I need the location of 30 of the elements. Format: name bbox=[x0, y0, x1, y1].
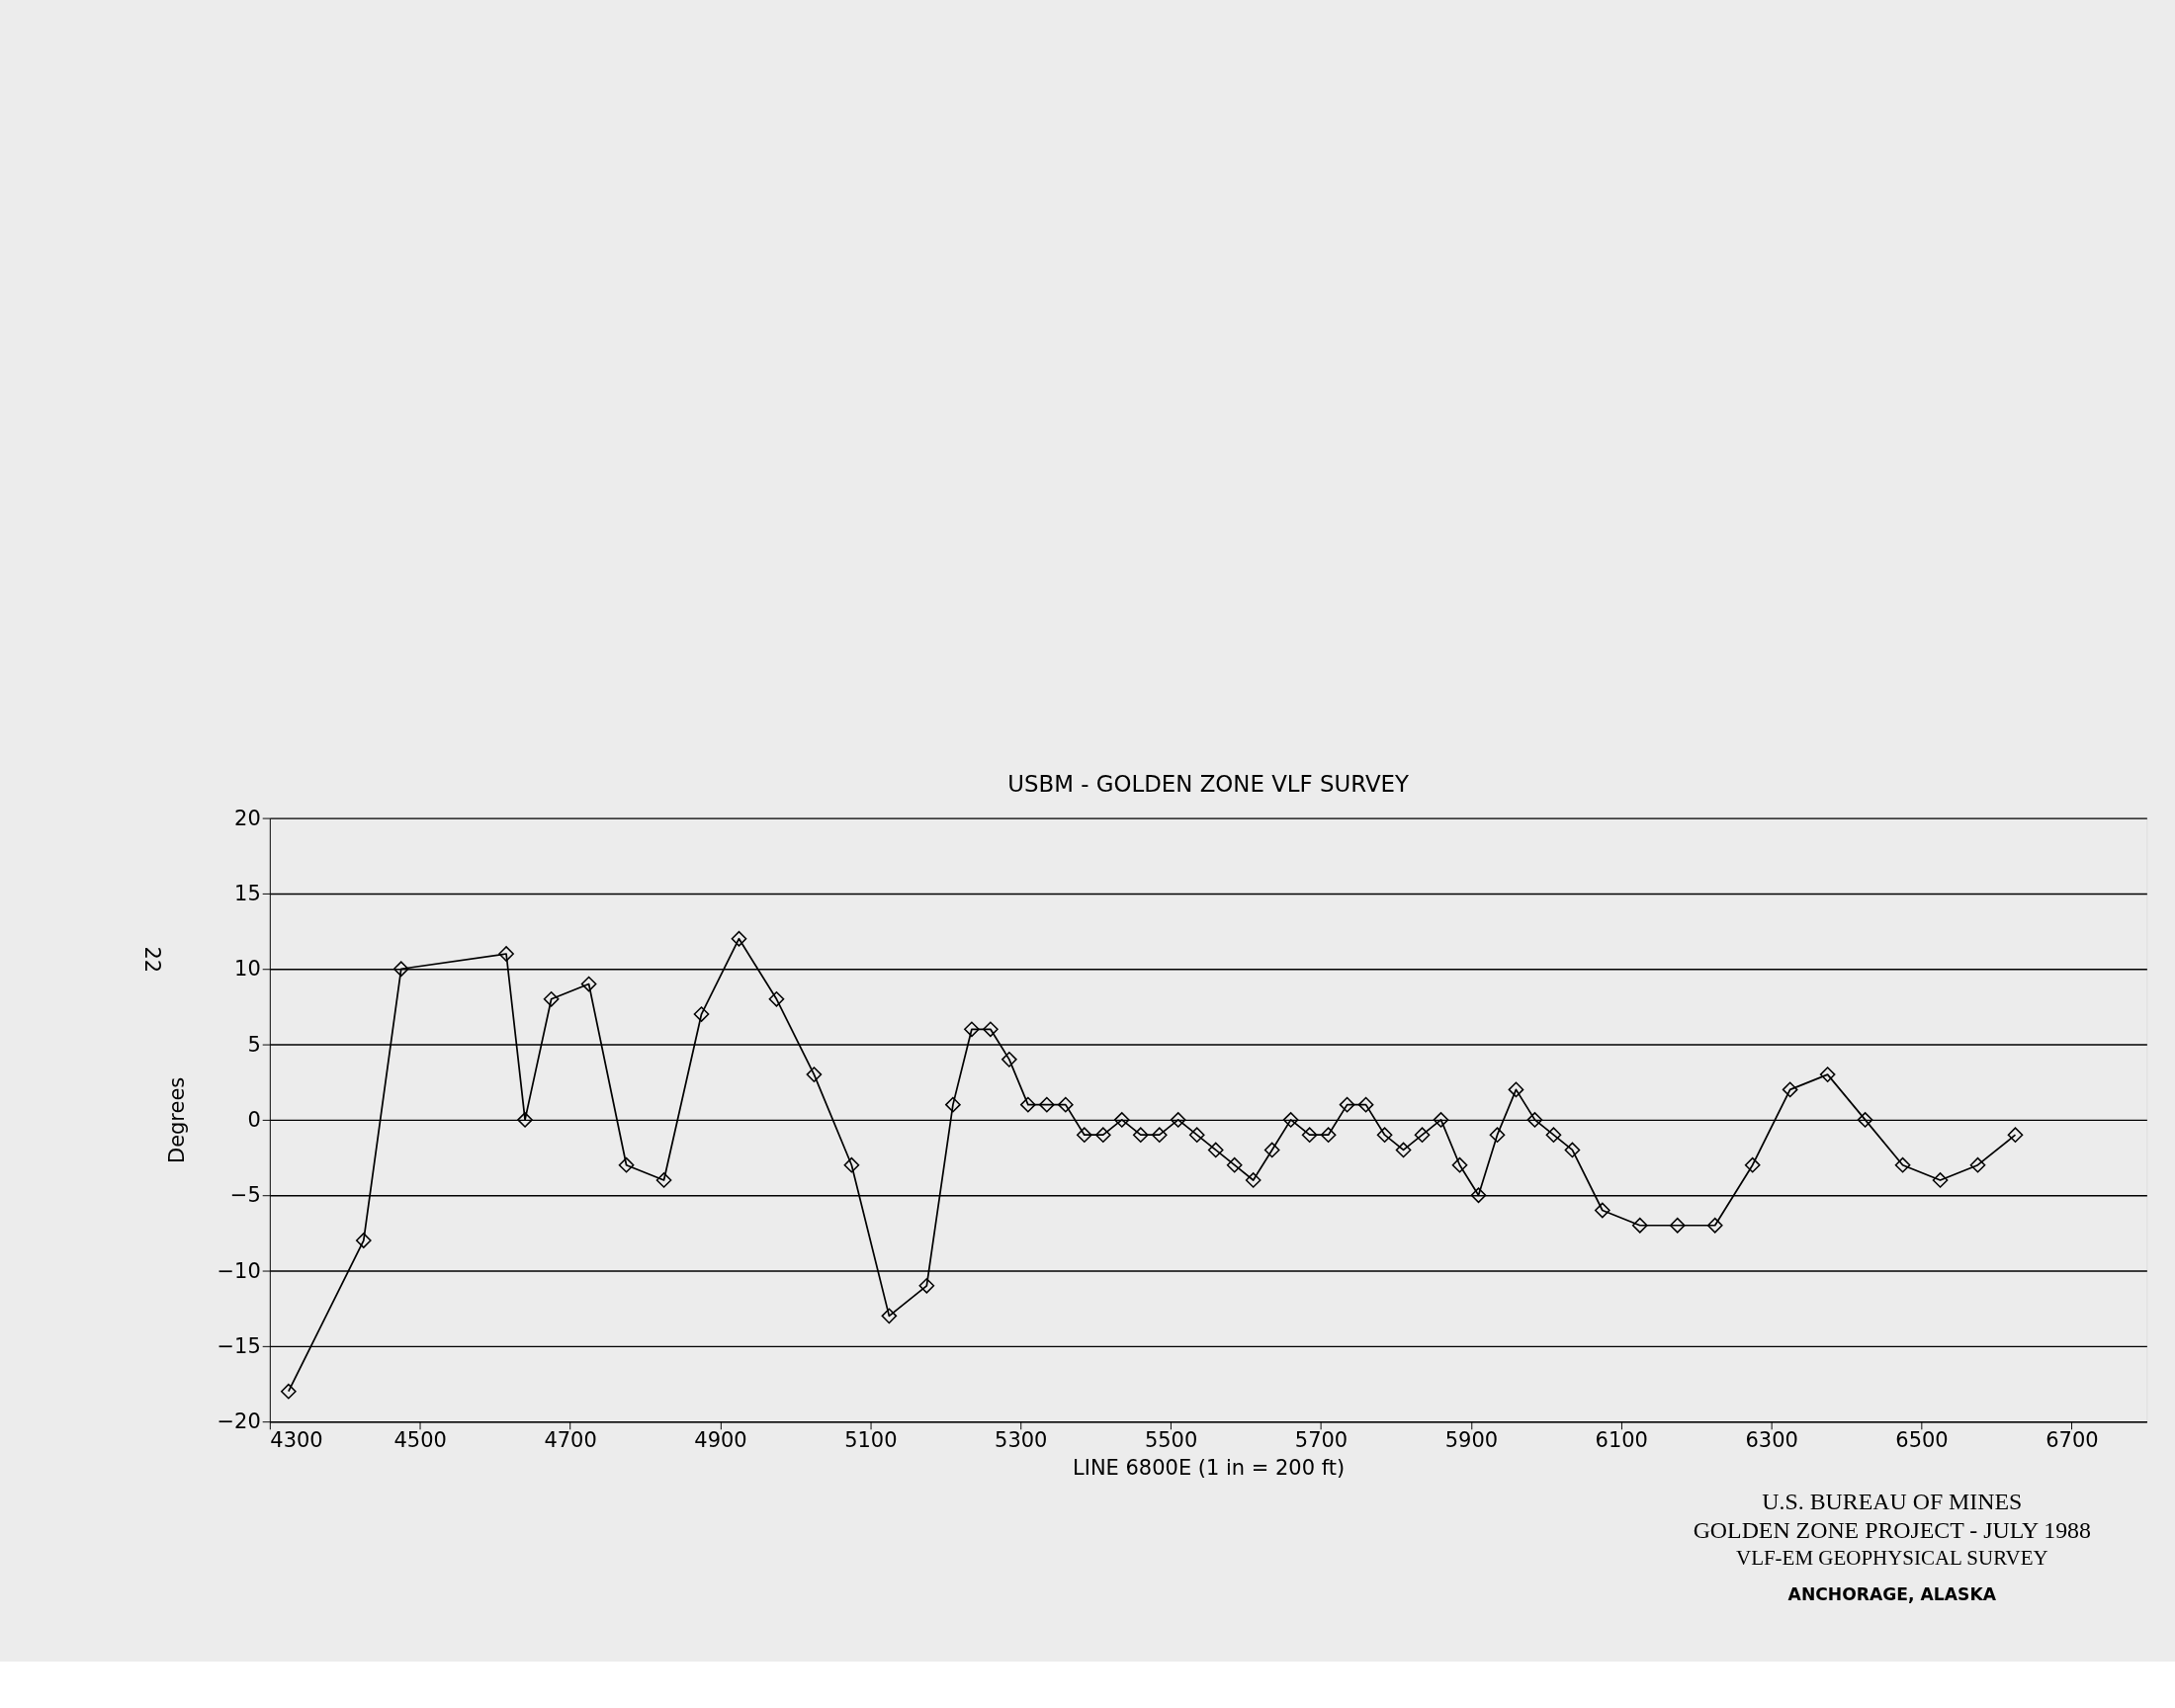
y-tick-label: −15 bbox=[217, 1334, 261, 1359]
x-tick-label: 4500 bbox=[393, 1428, 447, 1453]
y-tick-label: −20 bbox=[217, 1409, 261, 1434]
x-tick-label: 6700 bbox=[2045, 1428, 2099, 1453]
x-tick-label: 5900 bbox=[1444, 1428, 1499, 1453]
text: VLF-EM GEOPHYSICAL SURVEY bbox=[1735, 1546, 2048, 1571]
text: 22 bbox=[139, 946, 164, 974]
y-axis-title: Degrees bbox=[165, 1076, 190, 1164]
x-tick-label: 5300 bbox=[995, 1428, 1048, 1453]
x-tick-label: 6500 bbox=[1895, 1428, 1949, 1453]
y-tick-label: 10 bbox=[234, 957, 261, 982]
y-tick-label: −10 bbox=[217, 1258, 261, 1283]
y-tick-label: 20 bbox=[234, 806, 261, 830]
x-tick-label: 6300 bbox=[1745, 1428, 1798, 1453]
x-tick-label: 5100 bbox=[844, 1428, 898, 1453]
x-tick-label: 5500 bbox=[1144, 1428, 1198, 1453]
chart-title: USBM - GOLDEN ZONE VLF SURVEY bbox=[1007, 770, 1410, 797]
x-tick-label: 6100 bbox=[1595, 1428, 1648, 1453]
text: GOLDEN ZONE PROJECT - JULY 1988 bbox=[1693, 1516, 2092, 1543]
y-tick-label: 0 bbox=[247, 1108, 261, 1133]
x-tick-label: 5700 bbox=[1294, 1428, 1348, 1453]
x-tick-label: 4700 bbox=[544, 1428, 597, 1453]
x-axis-title: LINE 6800E (1 in = 200 ft) bbox=[1073, 1456, 1346, 1481]
text: U.S. BUREAU OF MINES bbox=[1762, 1488, 2023, 1514]
x-tick-label: 4300 bbox=[270, 1428, 323, 1453]
y-tick-label: 5 bbox=[247, 1032, 261, 1057]
y-tick-label: 15 bbox=[234, 882, 261, 906]
x-tick-label: 4900 bbox=[694, 1428, 747, 1453]
y-tick-label: −5 bbox=[229, 1183, 261, 1208]
text: ANCHORAGE, ALASKA bbox=[1787, 1584, 1997, 1605]
